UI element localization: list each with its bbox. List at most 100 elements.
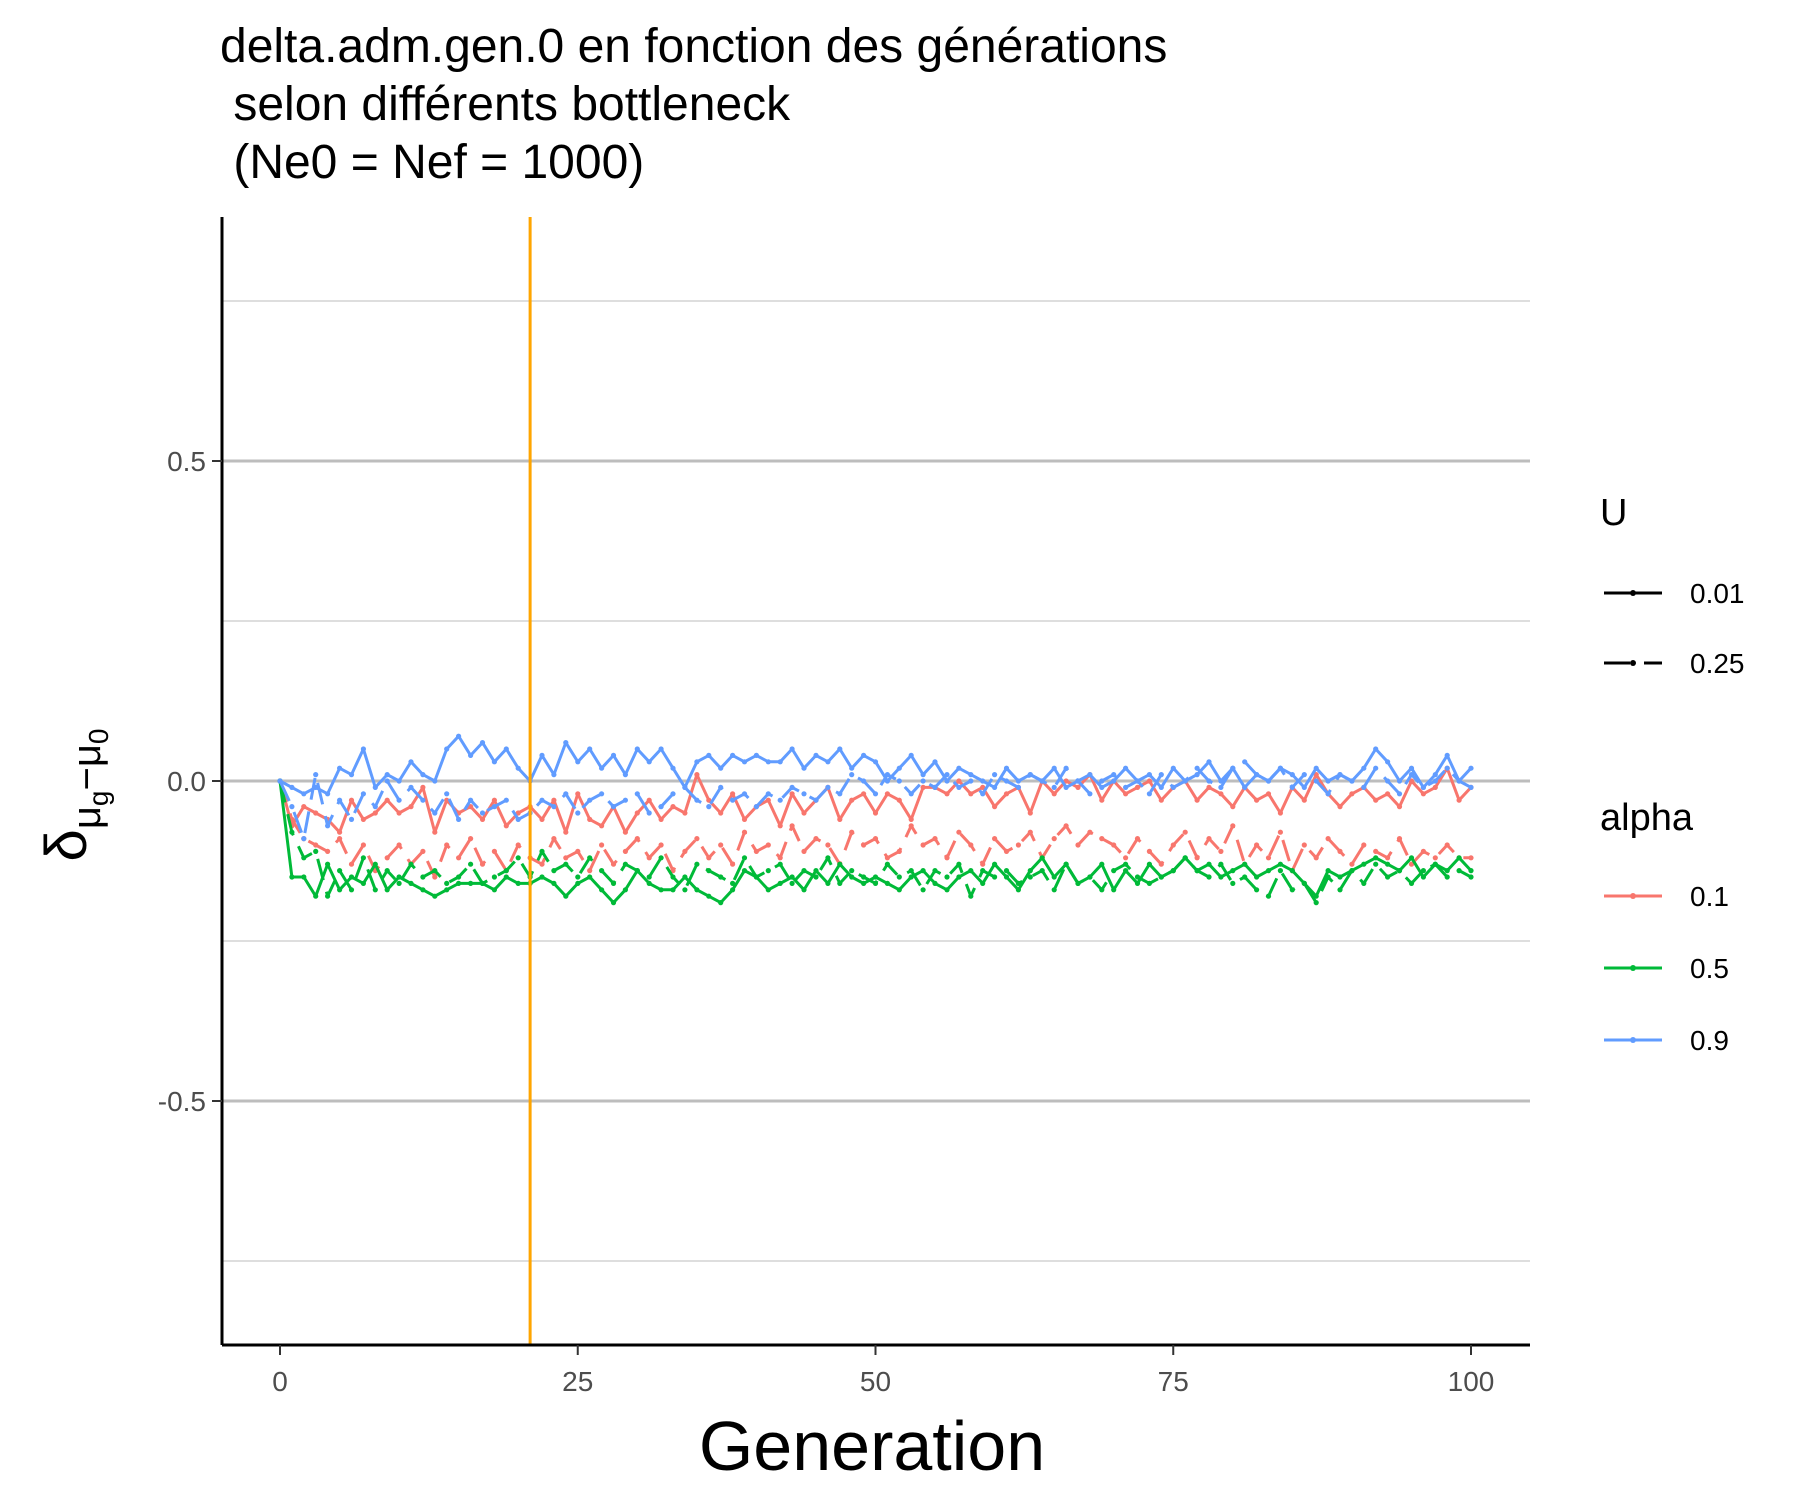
series-point <box>1277 810 1283 816</box>
series-point <box>539 874 545 880</box>
series-point <box>682 810 688 816</box>
series-point <box>348 887 355 893</box>
series-point <box>610 804 617 810</box>
series-point <box>908 752 914 759</box>
series-point <box>1063 823 1069 829</box>
series-point <box>1087 772 1093 778</box>
series-point <box>968 772 974 778</box>
series-point <box>1242 861 1248 867</box>
series-point <box>730 880 736 887</box>
series-point <box>956 874 962 880</box>
series-point <box>575 791 581 797</box>
series-point <box>468 804 474 810</box>
series-point <box>789 823 795 829</box>
series-point <box>301 855 307 861</box>
series-point <box>551 797 557 803</box>
series-point <box>1218 784 1224 791</box>
series-point <box>1230 868 1236 874</box>
series-point <box>432 810 438 816</box>
series-point <box>503 874 509 880</box>
series-point <box>444 880 450 887</box>
series-point <box>968 868 974 874</box>
series-point <box>372 804 378 810</box>
series-point <box>1099 778 1105 784</box>
series-point <box>1254 887 1260 893</box>
series-point <box>1039 868 1045 874</box>
series-point <box>420 784 426 791</box>
series-point <box>884 778 891 784</box>
series-point <box>1206 784 1212 791</box>
series-point <box>610 752 617 759</box>
series-point <box>384 778 390 784</box>
series-point <box>1325 791 1331 797</box>
y-title-operator: − <box>65 767 109 790</box>
series-point <box>1301 772 1307 778</box>
series-point <box>1099 836 1105 842</box>
series-point <box>563 861 569 867</box>
series-point <box>1003 778 1010 784</box>
series-point <box>777 855 783 861</box>
series-point <box>456 855 462 861</box>
series-point <box>479 810 486 816</box>
series-point <box>1265 868 1272 874</box>
axes <box>212 217 1530 1355</box>
series-point <box>1099 784 1105 791</box>
series-point <box>1075 784 1081 791</box>
series-point <box>777 880 783 887</box>
series-point <box>765 868 771 874</box>
series-point <box>599 823 605 829</box>
series-point <box>610 880 617 887</box>
series-point <box>1123 855 1129 861</box>
series-point <box>432 829 438 835</box>
chart-title-line-1: delta.adm.gen.0 en fonction des générati… <box>220 20 1167 73</box>
series-point <box>372 861 378 867</box>
series-point <box>420 797 426 803</box>
series-point <box>301 874 307 880</box>
series-point <box>825 855 831 861</box>
series-point <box>1206 861 1212 867</box>
series-point <box>968 778 974 784</box>
series-point <box>1051 836 1057 842</box>
series-point <box>1456 778 1462 784</box>
series-point <box>956 829 962 835</box>
y-title-sub-g: g <box>83 791 114 807</box>
series-point <box>1134 880 1141 887</box>
series-point <box>670 887 676 893</box>
series-point <box>1170 842 1176 848</box>
series-point <box>491 848 497 855</box>
series-point <box>849 765 855 771</box>
series-point <box>1218 861 1224 867</box>
legend-u-label-1: 0.25 <box>1690 648 1745 679</box>
series-point <box>551 772 557 778</box>
series-point <box>1373 746 1379 752</box>
series-point <box>741 816 748 823</box>
series-point <box>1277 868 1283 874</box>
y-title-symbol: δ <box>34 829 99 861</box>
series-point <box>515 842 521 848</box>
series-point <box>1015 778 1022 784</box>
series-point <box>313 810 319 816</box>
series-point <box>599 868 605 874</box>
series-point <box>503 868 509 874</box>
series-point <box>920 778 926 784</box>
series-point <box>325 848 331 855</box>
series-point <box>1051 887 1057 893</box>
series-point <box>1099 797 1105 803</box>
series-point <box>801 791 807 797</box>
series-point <box>1408 778 1415 784</box>
series-point <box>1158 772 1164 778</box>
legend-alpha-title: alpha <box>1600 797 1694 839</box>
series-point <box>1218 791 1224 797</box>
series-point <box>1075 880 1081 887</box>
series-point <box>420 874 426 880</box>
series-point <box>348 816 355 823</box>
series-point <box>1182 855 1188 861</box>
series-point <box>1337 874 1343 880</box>
series-point <box>337 765 343 771</box>
series-point <box>1301 880 1307 887</box>
series-point <box>1468 874 1474 880</box>
series-point <box>1206 778 1212 784</box>
series-point <box>861 778 867 784</box>
series-point <box>968 842 974 848</box>
